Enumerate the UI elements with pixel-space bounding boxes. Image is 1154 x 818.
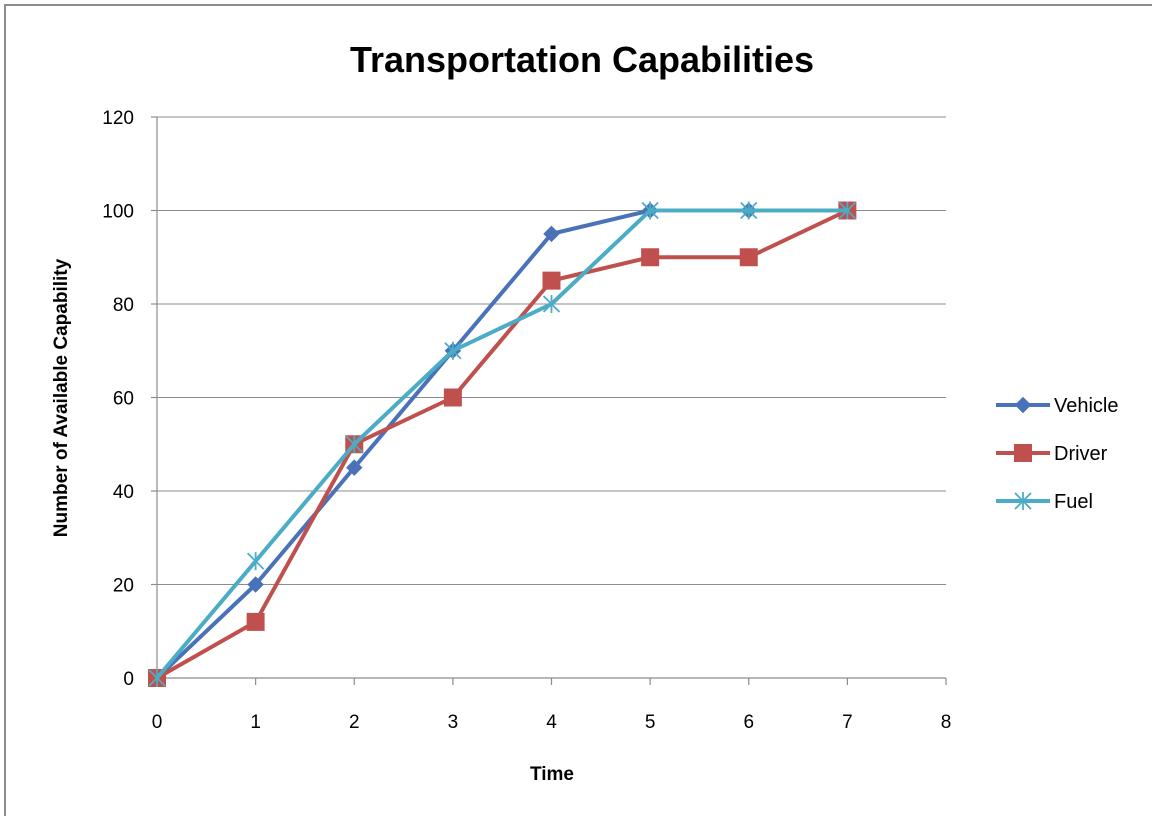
y-axis-title: Number of Available Capability	[51, 258, 72, 537]
tick-labels: 0 20 40 60 80 100 120 0 1 2 3 4 5 6 7 8	[102, 108, 951, 733]
driver-point-3	[443, 388, 462, 407]
legend-marker-fuel	[1014, 492, 1032, 510]
fuel-point-0	[148, 669, 166, 687]
vehicle-point-4	[543, 225, 560, 243]
legend-item-vehicle: Vehicle	[996, 395, 1119, 417]
vehicle-point-2	[346, 459, 363, 476]
y-tick-label-1: 20	[113, 576, 134, 597]
fuel-point-1	[246, 552, 265, 571]
x-tick-label-2: 2	[349, 712, 360, 733]
x-tick-label-0: 0	[152, 712, 163, 733]
legend-item-fuel: Fuel	[996, 491, 1093, 513]
fuel-point-6	[740, 201, 758, 220]
y-tick-label-3: 60	[113, 389, 134, 410]
series-line-vehicle	[155, 208, 850, 680]
fuel-point-4	[542, 295, 561, 313]
vehicle-point-1	[247, 576, 264, 593]
chart-area	[4, 4, 1152, 816]
fuel-point-7	[838, 201, 857, 220]
legend-label-fuel: Fuel	[1054, 491, 1093, 513]
chart-title: Transportation Capabilities	[350, 39, 814, 80]
series	[148, 201, 857, 687]
y-tick-label-0: 0	[123, 669, 134, 690]
fuel-point-5	[641, 201, 659, 220]
series-fuel	[148, 201, 857, 687]
x-tick-label-1: 1	[250, 712, 261, 733]
x-tick-label-4: 4	[546, 712, 557, 733]
y-tick-label-6: 120	[102, 108, 134, 129]
x-tick-label-7: 7	[842, 712, 853, 733]
x-tick-label-5: 5	[645, 712, 656, 733]
legend: Vehicle Driver Fuel	[996, 395, 1119, 513]
y-tick-label-4: 80	[113, 295, 134, 316]
fuel-point-3	[444, 341, 462, 360]
legend-marker-vehicle	[1014, 396, 1032, 414]
legend-item-driver: Driver	[996, 443, 1108, 465]
gridlines	[157, 116, 946, 585]
series-line-fuel	[155, 208, 850, 680]
series-driver	[148, 201, 857, 687]
series-line-driver	[155, 208, 850, 680]
x-tick-label-8: 8	[941, 712, 952, 733]
y-tick-label-2: 40	[113, 482, 134, 503]
x-tick-label-6: 6	[743, 712, 754, 733]
legend-label-vehicle: Vehicle	[1054, 395, 1119, 417]
x-axis-title: Time	[530, 764, 574, 785]
x-tick-label-3: 3	[448, 712, 459, 733]
driver-point-5	[641, 248, 660, 267]
axes	[151, 116, 947, 685]
driver-point-1	[246, 612, 265, 631]
legend-label-driver: Driver	[1054, 443, 1108, 465]
legend-marker-driver	[1014, 444, 1032, 462]
driver-point-4	[542, 271, 561, 290]
driver-point-6	[739, 248, 758, 267]
y-tick-label-5: 100	[102, 202, 134, 223]
fuel-point-2	[345, 435, 363, 454]
